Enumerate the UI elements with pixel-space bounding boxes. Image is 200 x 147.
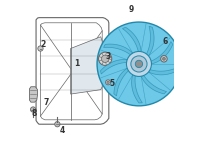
Circle shape [106, 80, 111, 85]
Polygon shape [146, 26, 154, 56]
Circle shape [162, 57, 165, 60]
Circle shape [38, 46, 43, 51]
Circle shape [135, 60, 143, 68]
Circle shape [55, 122, 60, 127]
Polygon shape [141, 75, 167, 94]
Polygon shape [71, 37, 102, 94]
Text: 4: 4 [60, 126, 65, 135]
Text: 2: 2 [41, 40, 46, 49]
Circle shape [101, 55, 109, 62]
Polygon shape [151, 42, 173, 64]
Polygon shape [149, 67, 178, 75]
Circle shape [131, 56, 147, 72]
Text: 6: 6 [163, 37, 168, 46]
Text: 1: 1 [75, 59, 80, 69]
Circle shape [126, 51, 151, 76]
Circle shape [161, 56, 167, 62]
Polygon shape [132, 75, 142, 103]
Circle shape [30, 107, 36, 112]
Polygon shape [101, 60, 127, 74]
Polygon shape [29, 87, 38, 102]
Text: 3: 3 [105, 52, 111, 61]
Text: 9: 9 [129, 5, 134, 14]
Text: 7: 7 [44, 98, 49, 107]
Polygon shape [114, 68, 128, 96]
Polygon shape [104, 44, 133, 55]
Circle shape [97, 22, 181, 106]
Circle shape [107, 81, 109, 83]
Text: 8: 8 [31, 109, 37, 118]
Circle shape [99, 52, 112, 65]
Text: 5: 5 [110, 78, 115, 88]
Polygon shape [122, 27, 141, 52]
